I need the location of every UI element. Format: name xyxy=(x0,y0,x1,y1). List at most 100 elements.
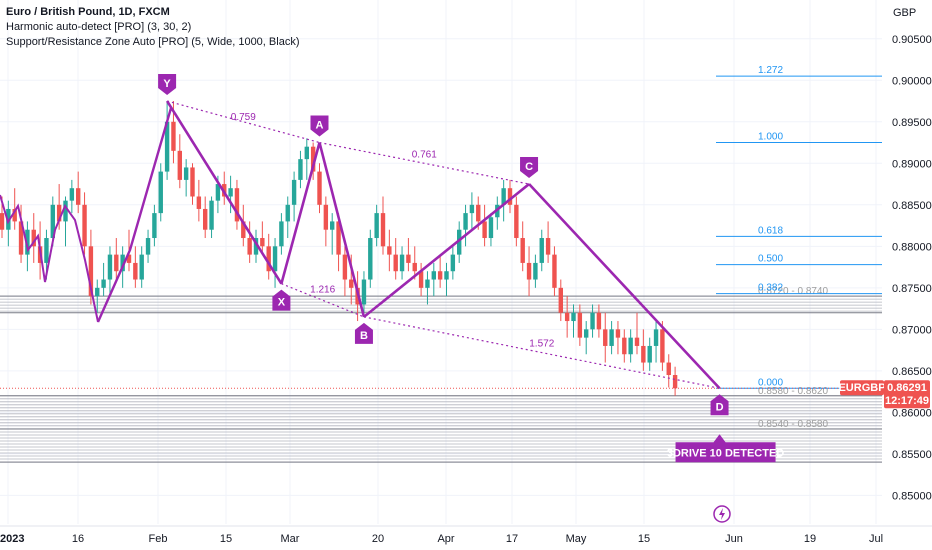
candle xyxy=(158,163,163,222)
candle-body xyxy=(272,246,278,272)
candle xyxy=(431,262,436,297)
candle xyxy=(444,262,449,297)
candle xyxy=(463,204,468,247)
candle xyxy=(450,246,456,280)
candle xyxy=(469,192,475,230)
candle xyxy=(666,354,671,388)
pattern-point-a[interactable]: A xyxy=(310,115,329,137)
x-axis-tick-label: Apr xyxy=(437,533,454,545)
candle-body xyxy=(641,345,646,363)
candle-body xyxy=(361,279,367,305)
fib-label: 1.272 xyxy=(758,65,783,76)
candle-body xyxy=(539,238,544,263)
candle xyxy=(609,321,614,355)
candle-body xyxy=(120,254,125,272)
y-axis: GBP 0.90500 0.90000 0.89500 0.89000 0.88500 0.… xyxy=(882,0,932,550)
candle xyxy=(406,238,411,272)
indicator-harmonic[interactable]: Harmonic auto-detect [PRO] (3, 30, 2) xyxy=(6,21,192,33)
candle-body xyxy=(526,262,532,280)
candle xyxy=(361,271,367,313)
lightning-icon[interactable] xyxy=(713,505,731,523)
candle-body xyxy=(285,204,290,222)
pattern-point-d[interactable]: D xyxy=(710,394,729,416)
y-axis-tick-label: 0.90500 xyxy=(892,34,932,46)
candle xyxy=(114,238,119,280)
indicator-sr-zone[interactable]: Support/Resistance Zone Auto [PRO] (5, W… xyxy=(6,36,300,48)
candle-body xyxy=(672,375,678,389)
candle xyxy=(672,366,678,396)
candle-body xyxy=(107,254,113,280)
sr-zone: 0.8580 - 0.8620 xyxy=(0,386,882,430)
candle xyxy=(647,337,652,371)
candle-body xyxy=(101,279,106,288)
candle xyxy=(247,221,252,263)
pattern-point-label: C xyxy=(525,161,533,173)
candle-body xyxy=(615,329,621,338)
candle xyxy=(228,175,233,214)
fib-label: 1.000 xyxy=(758,132,783,143)
pattern-point-y[interactable]: Y xyxy=(158,74,177,96)
x-axis-tick-label: 17 xyxy=(506,533,518,545)
symbol-title[interactable]: Euro / British Pound, 1D, FXCM xyxy=(6,6,170,18)
candle-body xyxy=(260,238,265,247)
candle xyxy=(437,254,443,288)
pattern-point-marker xyxy=(354,322,373,344)
x-axis-tick-label: 20 xyxy=(372,533,384,545)
candle-body xyxy=(609,329,614,346)
price-badge-symbol-bg xyxy=(840,380,884,396)
candle xyxy=(279,213,284,255)
candle-body xyxy=(196,196,202,209)
candle xyxy=(177,134,182,189)
candle-body xyxy=(374,213,379,239)
candle xyxy=(196,179,202,222)
pattern-point-marker xyxy=(158,74,177,96)
x-axis-tick-label: 2023 xyxy=(0,533,24,545)
candle-body xyxy=(450,254,456,272)
pattern-point-label: B xyxy=(360,330,368,342)
price-badge-price: 0.86291 xyxy=(887,382,927,394)
y-axis-tick-label: 0.88500 xyxy=(892,200,932,212)
candle-body xyxy=(482,221,487,239)
ratio-label-ac: 0.761 xyxy=(412,149,437,160)
candle xyxy=(634,312,640,355)
candle xyxy=(368,229,373,288)
candle xyxy=(399,246,405,280)
candle-body xyxy=(50,204,55,239)
pattern-point-x[interactable]: X xyxy=(272,289,291,311)
pattern-point-b[interactable]: B xyxy=(354,322,373,344)
candle xyxy=(501,179,506,222)
candle xyxy=(6,200,11,247)
candle-body xyxy=(418,271,424,288)
candle xyxy=(82,192,87,255)
candle xyxy=(514,196,519,247)
lightning-icon-ring xyxy=(713,505,731,523)
candle-body xyxy=(501,188,506,205)
candle-body xyxy=(209,200,214,230)
candle-body xyxy=(203,208,208,230)
candle-body xyxy=(241,221,246,239)
candle xyxy=(145,229,151,263)
pattern-point-c[interactable]: C xyxy=(520,157,539,179)
y-axis-tick-label: 0.87500 xyxy=(892,283,932,295)
candle xyxy=(101,262,106,297)
candle-body xyxy=(628,337,633,355)
pattern-point-label: X xyxy=(278,297,286,309)
candle-body xyxy=(514,204,519,239)
candle-body xyxy=(406,254,411,263)
candle-body xyxy=(444,271,449,280)
candle-body xyxy=(533,262,538,280)
candle-body xyxy=(215,184,221,201)
candle-body xyxy=(0,213,5,230)
candle xyxy=(615,321,621,355)
pattern-detected-badge[interactable]: 3DRIVE 10 DETECTED xyxy=(667,434,784,463)
candle-body xyxy=(666,362,671,376)
sr-zone-label: 0.8580 - 0.8620 xyxy=(758,386,828,397)
y-axis-bg xyxy=(882,0,932,550)
fib-label: 0.000 xyxy=(758,377,783,388)
candle-body xyxy=(139,254,144,280)
candle xyxy=(266,233,271,280)
price-badge-bg xyxy=(884,380,930,409)
